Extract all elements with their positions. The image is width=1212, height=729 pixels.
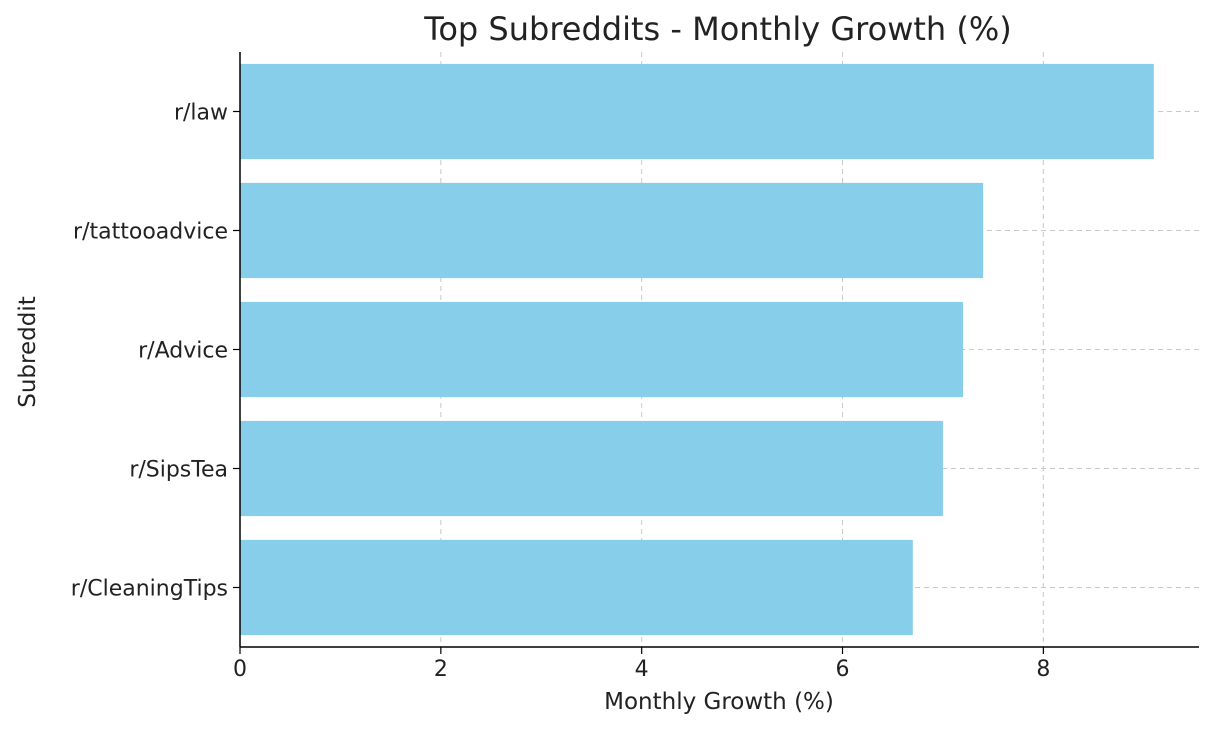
y-tick-label-4: r/CleaningTips <box>71 577 228 602</box>
y-tick-label-1: r/tattooadvice <box>73 220 228 245</box>
x-tick-label-2: 4 <box>635 657 649 682</box>
bars-layer <box>240 63 1154 636</box>
x-tick-label-0: 0 <box>233 657 247 682</box>
x-axis-label: Monthly Growth (%) <box>604 689 834 715</box>
y-axis-label: Subreddit <box>15 296 41 408</box>
y-tick-label-2: r/Advice <box>138 339 228 364</box>
x-tick-label-3: 6 <box>836 657 850 682</box>
bar-r-advice <box>240 301 964 398</box>
y-tick-label-3: r/SipsTea <box>129 458 228 483</box>
bar-r-sipstea <box>240 420 943 517</box>
x-tick-label-1: 2 <box>434 657 448 682</box>
ticks-layer: 0 2 4 6 8 r/law r/tattooadvice r/Advice r/SipsTe… <box>71 101 1051 683</box>
bar-r-law <box>240 63 1154 160</box>
chart-title: Top Subreddits - Monthly Growth (%) <box>423 10 1012 48</box>
bar-r-tattooadvice <box>240 182 984 279</box>
y-tick-label-0: r/law <box>174 101 228 126</box>
bar-r-cleaningtips <box>240 539 913 636</box>
x-tick-label-4: 8 <box>1036 657 1050 682</box>
